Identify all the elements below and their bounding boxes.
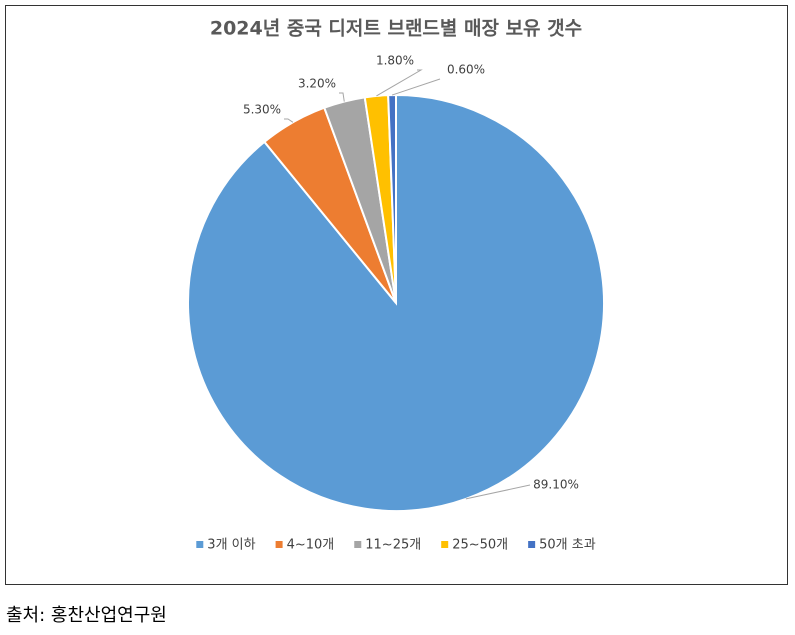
legend-label: 50개 초과 bbox=[539, 538, 596, 553]
legend-swatch bbox=[196, 541, 204, 548]
legend-label: 25~50개 bbox=[452, 538, 508, 553]
pie-slice bbox=[387, 93, 397, 304]
source-note: 출처: 홍찬산업연구원 bbox=[6, 605, 167, 626]
data-label: 1.80% bbox=[376, 54, 414, 68]
chart-title: 2024년 중국 디저트 브랜드별 매장 보유 갯수 bbox=[210, 18, 582, 40]
legend-swatch bbox=[354, 541, 362, 548]
legend-swatch bbox=[528, 541, 536, 548]
data-label: 3.20% bbox=[298, 77, 336, 91]
legend: 3개 이하 4~10개 11~25개 25~50개 50개 초과 bbox=[196, 538, 596, 553]
data-label: 89.10% bbox=[533, 478, 579, 492]
legend-swatch bbox=[275, 541, 283, 548]
leader-line bbox=[391, 78, 441, 96]
legend-label: 3개 이하 bbox=[207, 538, 255, 553]
legend-label: 4~10개 bbox=[287, 538, 335, 553]
leader-line bbox=[465, 484, 531, 500]
leader-line bbox=[376, 69, 423, 97]
data-label: 0.60% bbox=[447, 63, 485, 77]
leader-line bbox=[284, 118, 294, 123]
leader-line bbox=[339, 92, 345, 102]
legend-swatch bbox=[441, 541, 449, 548]
data-label: 5.30% bbox=[243, 103, 281, 117]
legend-label: 11~25개 bbox=[365, 538, 421, 553]
